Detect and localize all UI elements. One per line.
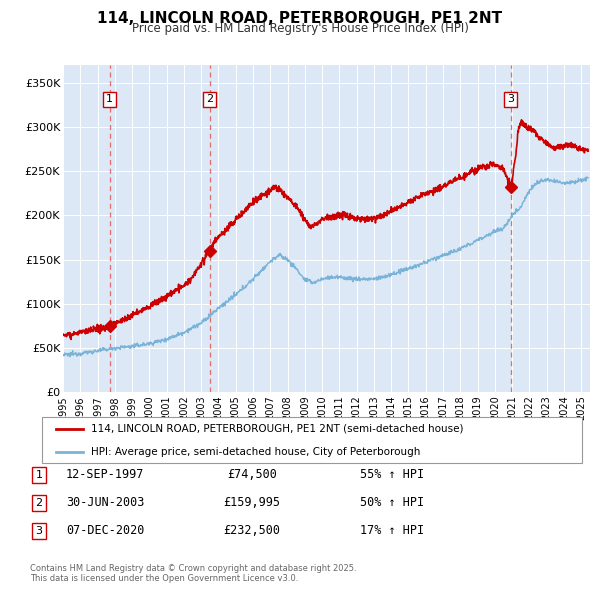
Text: £232,500: £232,500 [223, 525, 281, 537]
Text: 12-SEP-1997: 12-SEP-1997 [66, 468, 144, 481]
Text: 17% ↑ HPI: 17% ↑ HPI [360, 525, 424, 537]
Text: 2: 2 [35, 498, 43, 507]
Text: 114, LINCOLN ROAD, PETERBOROUGH, PE1 2NT: 114, LINCOLN ROAD, PETERBOROUGH, PE1 2NT [97, 11, 503, 25]
Text: 30-JUN-2003: 30-JUN-2003 [66, 496, 144, 509]
Text: 07-DEC-2020: 07-DEC-2020 [66, 525, 144, 537]
Text: 114, LINCOLN ROAD, PETERBOROUGH, PE1 2NT (semi-detached house): 114, LINCOLN ROAD, PETERBOROUGH, PE1 2NT… [91, 424, 463, 434]
Text: 3: 3 [507, 94, 514, 104]
Text: 1: 1 [106, 94, 113, 104]
Text: £74,500: £74,500 [227, 468, 277, 481]
Text: Contains HM Land Registry data © Crown copyright and database right 2025.
This d: Contains HM Land Registry data © Crown c… [30, 563, 356, 583]
Text: Price paid vs. HM Land Registry's House Price Index (HPI): Price paid vs. HM Land Registry's House … [131, 22, 469, 35]
Text: 2: 2 [206, 94, 214, 104]
Text: 1: 1 [35, 470, 43, 480]
Text: 50% ↑ HPI: 50% ↑ HPI [360, 496, 424, 509]
Text: 55% ↑ HPI: 55% ↑ HPI [360, 468, 424, 481]
Text: £159,995: £159,995 [223, 496, 281, 509]
Text: 3: 3 [35, 526, 43, 536]
Text: HPI: Average price, semi-detached house, City of Peterborough: HPI: Average price, semi-detached house,… [91, 447, 420, 457]
